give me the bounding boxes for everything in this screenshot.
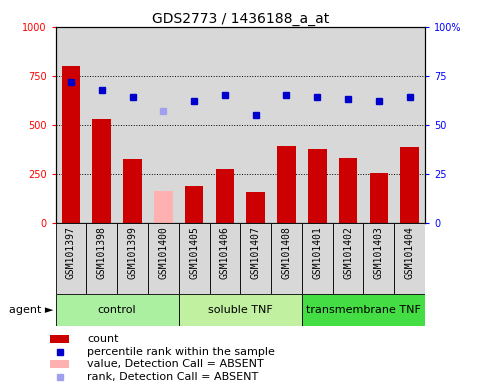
Bar [50, 360, 69, 368]
Text: transmembrane TNF: transmembrane TNF [306, 305, 421, 315]
Bar [240, 223, 271, 294]
Bar [179, 223, 210, 294]
Bar [62, 66, 80, 223]
Bar [246, 192, 265, 223]
Bar [210, 223, 240, 294]
Text: GSM101408: GSM101408 [282, 226, 291, 279]
Text: agent ►: agent ► [9, 305, 53, 315]
Text: GSM101407: GSM101407 [251, 226, 261, 279]
Text: percentile rank within the sample: percentile rank within the sample [87, 347, 275, 357]
Text: count: count [87, 334, 119, 344]
Bar [179, 294, 302, 326]
Bar [56, 223, 86, 294]
Text: soluble TNF: soluble TNF [208, 305, 273, 315]
Bar [302, 223, 333, 294]
Bar [302, 294, 425, 326]
Text: GSM101397: GSM101397 [66, 226, 76, 279]
Text: GSM101400: GSM101400 [158, 226, 168, 279]
Bar [92, 119, 111, 223]
Bar [308, 149, 327, 223]
Bar [154, 191, 172, 223]
Text: control: control [98, 305, 136, 315]
Text: value, Detection Call = ABSENT: value, Detection Call = ABSENT [87, 359, 264, 369]
Bar [277, 146, 296, 223]
Text: GSM101406: GSM101406 [220, 226, 230, 279]
Bar [185, 187, 203, 223]
Bar [123, 159, 142, 223]
Bar [50, 335, 69, 343]
Bar [339, 158, 357, 223]
Text: GSM101402: GSM101402 [343, 226, 353, 279]
Bar [86, 223, 117, 294]
Text: GSM101398: GSM101398 [97, 226, 107, 279]
Text: GSM101399: GSM101399 [128, 226, 138, 279]
Bar [148, 223, 179, 294]
Text: GSM101404: GSM101404 [405, 226, 414, 279]
Bar [369, 173, 388, 223]
Bar [271, 223, 302, 294]
Bar [364, 223, 394, 294]
Text: rank, Detection Call = ABSENT: rank, Detection Call = ABSENT [87, 372, 258, 382]
Text: GSM101401: GSM101401 [313, 226, 322, 279]
Bar [215, 169, 234, 223]
Text: GSM101405: GSM101405 [189, 226, 199, 279]
Bar [333, 223, 364, 294]
Bar [400, 147, 419, 223]
Title: GDS2773 / 1436188_a_at: GDS2773 / 1436188_a_at [152, 12, 329, 26]
Bar [117, 223, 148, 294]
Bar [394, 223, 425, 294]
Bar [56, 294, 179, 326]
Text: GSM101403: GSM101403 [374, 226, 384, 279]
